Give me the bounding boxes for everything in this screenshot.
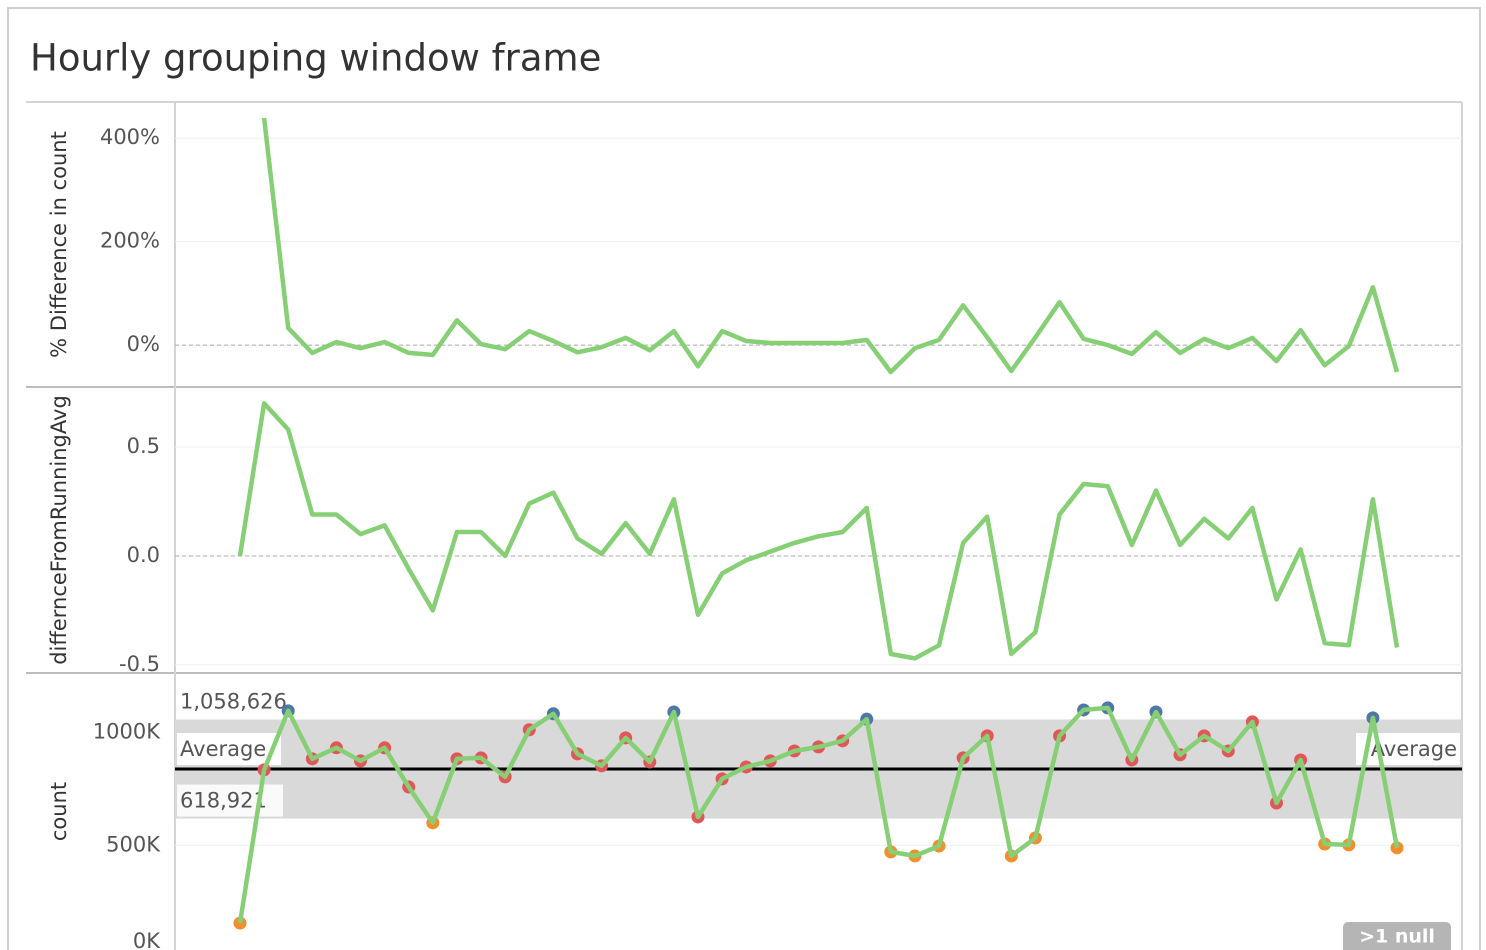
y-axis-label: count [47,782,71,841]
y-tick-label: 200% [100,229,160,253]
line [237,401,1400,661]
ref-label: Average [180,737,266,761]
y-tick-label: 400% [100,125,160,149]
y-tick-label: 1000K [93,720,161,744]
line [237,705,1400,924]
title: Hourly grouping window frame [30,37,601,80]
band-label: 1,058,626 [180,689,287,713]
null-indicator: >1 null [1359,926,1435,948]
band-label: 618,921 [180,789,267,813]
y-tick-label: 0.0 [127,543,160,567]
y-tick-label: 0.5 [127,434,160,458]
y-tick-label: -0.5 [119,652,160,676]
y-axis-label: differnceFromRunningAvg [47,395,71,665]
y-tick-label: 500K [106,832,161,856]
null-badge [1343,922,1451,950]
y-tick-label: 0% [127,332,160,356]
point [1390,841,1404,855]
band-label-bg [177,784,283,817]
ref-label: Average [1371,737,1457,761]
line [261,117,1400,375]
band-label-bg [177,687,283,718]
ref-label-bg [177,732,281,765]
y-tick-label: 0K [133,929,161,950]
y-axis-label: % Difference in count [47,131,71,358]
ref-label-bg [1356,732,1460,765]
